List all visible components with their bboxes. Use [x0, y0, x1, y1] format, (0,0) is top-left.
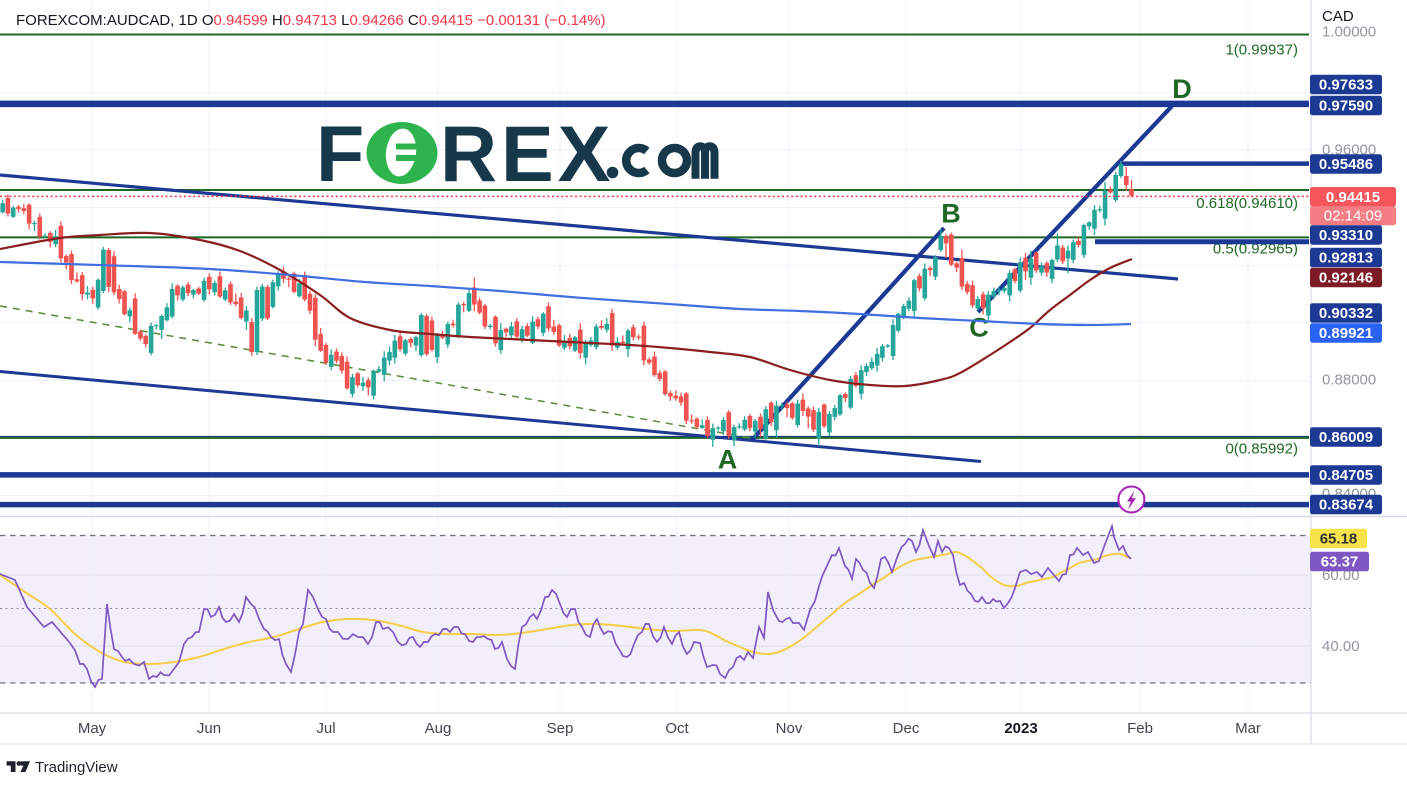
svg-text:0(0.85992): 0(0.85992) [1225, 441, 1298, 458]
svg-text:D: D [1172, 74, 1192, 104]
svg-text:40.00: 40.00 [1322, 638, 1360, 655]
svg-text:0.89921: 0.89921 [1319, 325, 1373, 342]
svg-text:Aug: Aug [425, 720, 452, 737]
svg-text:TradingView: TradingView [35, 759, 118, 776]
svg-text:F: F [316, 109, 366, 198]
svg-text:A: A [718, 445, 738, 475]
svg-text:0.94415: 0.94415 [1326, 189, 1380, 206]
svg-text:FOREXCOM:AUDCAD, 1D O0.94599 H: FOREXCOM:AUDCAD, 1D O0.94599 H0.94713 L0… [16, 12, 606, 29]
svg-text:Jun: Jun [197, 720, 221, 737]
svg-text:1(0.99937): 1(0.99937) [1225, 42, 1298, 59]
svg-text:0.97590: 0.97590 [1319, 98, 1373, 115]
svg-text:0.93310: 0.93310 [1319, 227, 1373, 244]
svg-text:0.95486: 0.95486 [1319, 156, 1373, 173]
svg-text:Jul: Jul [316, 720, 335, 737]
svg-text:2023: 2023 [1004, 720, 1037, 737]
svg-text:Dec: Dec [893, 720, 920, 737]
svg-text:0.97633: 0.97633 [1319, 77, 1373, 94]
svg-text:Sep: Sep [547, 720, 574, 737]
svg-text:0.83674: 0.83674 [1319, 497, 1374, 514]
svg-text:65.18: 65.18 [1320, 531, 1358, 548]
svg-text:0.84705: 0.84705 [1319, 467, 1373, 484]
svg-text:0.88000: 0.88000 [1322, 372, 1376, 389]
svg-text:Feb: Feb [1127, 720, 1153, 737]
svg-text:0.618(0.94610): 0.618(0.94610) [1196, 195, 1298, 212]
svg-text:Oct: Oct [665, 720, 689, 737]
svg-text:B: B [941, 199, 961, 229]
svg-text:C: C [969, 313, 989, 343]
svg-text:1.00000: 1.00000 [1322, 24, 1376, 41]
svg-text:02:14:09: 02:14:09 [1324, 208, 1382, 225]
svg-text:0.92813: 0.92813 [1319, 250, 1373, 267]
svg-text:0.90332: 0.90332 [1319, 305, 1373, 322]
svg-text:May: May [78, 720, 107, 737]
svg-text:CAD: CAD [1322, 8, 1354, 25]
svg-text:0.86009: 0.86009 [1319, 429, 1373, 446]
svg-text:63.37: 63.37 [1321, 554, 1359, 571]
svg-text:0.5(0.92965): 0.5(0.92965) [1213, 241, 1298, 258]
svg-text:Nov: Nov [776, 720, 803, 737]
svg-text:Mar: Mar [1235, 720, 1261, 737]
svg-text:REX: REX [440, 109, 614, 198]
svg-text:0.92146: 0.92146 [1319, 270, 1373, 287]
